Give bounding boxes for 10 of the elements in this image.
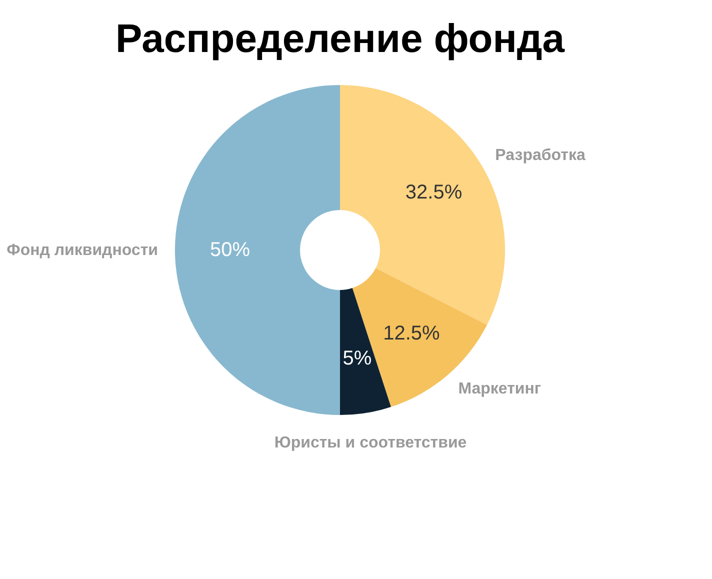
- donut-slice: [175, 85, 340, 415]
- data-label: 50%: [210, 239, 250, 261]
- chart-title: Распределение фонда: [115, 17, 566, 61]
- slice-label: Юристы и соответствие: [274, 434, 467, 452]
- data-label: 32.5%: [405, 182, 462, 204]
- slice-label: Фонд ликвидности: [6, 242, 158, 259]
- slice-label: Разработка: [495, 146, 586, 164]
- slice-label: Маркетинг: [458, 380, 542, 398]
- data-label: 5%: [342, 348, 372, 370]
- data-label: 12.5%: [383, 322, 440, 345]
